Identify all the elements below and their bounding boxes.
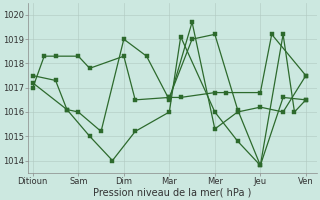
X-axis label: Pression niveau de la mer( hPa ): Pression niveau de la mer( hPa ) bbox=[93, 187, 252, 197]
